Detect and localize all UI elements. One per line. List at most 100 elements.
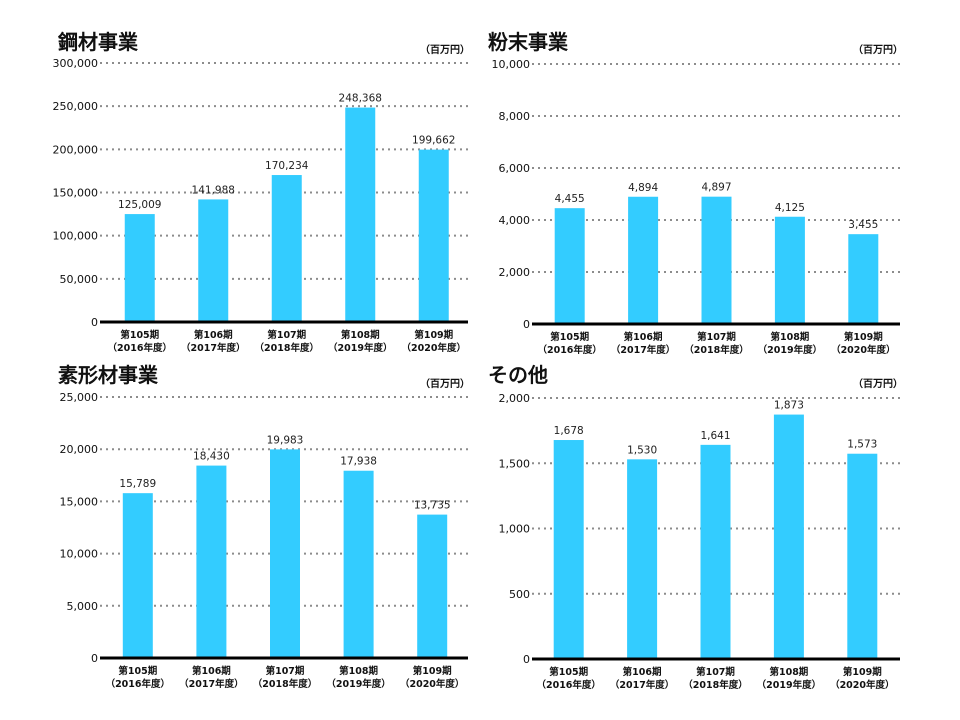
data-label: 1,873 [774, 400, 804, 412]
bar [196, 465, 227, 658]
x-tick-label-period: 第109期 [413, 665, 452, 677]
x-tick-label-year: （2018年度） [253, 678, 317, 690]
y-tick-label: 300,000 [53, 57, 99, 70]
x-tick-label-period: 第109期 [843, 666, 882, 678]
x-tick-label-period: 第108期 [770, 331, 809, 343]
bar [628, 196, 659, 324]
x-tick-label-period: 第107期 [267, 329, 306, 341]
chart-title: その他 [488, 363, 548, 387]
data-label: 13,735 [414, 500, 451, 512]
y-tick-label: 100,000 [53, 230, 99, 243]
x-tick-label-year: （2019年度） [757, 679, 821, 691]
data-label: 170,234 [265, 160, 309, 172]
bar [774, 216, 805, 324]
bar [343, 470, 374, 658]
y-tick-label: 10,000 [492, 58, 531, 71]
data-label: 1,641 [700, 430, 730, 442]
unit-label: （百万円） [853, 43, 903, 56]
bar [345, 107, 376, 323]
y-tick-label: 0 [91, 652, 98, 665]
data-label: 141,988 [192, 184, 235, 196]
x-tick-label-period: 第105期 [118, 665, 157, 677]
x-tick-label-period: 第105期 [550, 331, 589, 343]
data-label: 19,983 [267, 434, 304, 446]
y-tick-label: 0 [523, 653, 530, 666]
bar [847, 453, 878, 659]
bar [553, 440, 584, 659]
x-tick-label-year: （2020年度） [830, 679, 894, 691]
data-label: 1,678 [554, 425, 584, 437]
x-tick-label-year: （2019年度） [758, 344, 822, 356]
data-label: 248,368 [339, 93, 382, 105]
y-tick-label: 500 [509, 588, 530, 601]
x-tick-label-period: 第105期 [120, 329, 159, 341]
data-label: 4,897 [701, 182, 731, 194]
chart-title: 素形材事業 [58, 363, 159, 387]
y-tick-label: 4,000 [499, 214, 531, 227]
unit-label: （百万円） [853, 377, 903, 390]
y-tick-label: 250,000 [53, 100, 99, 113]
x-tick-label-year: （2018年度） [255, 342, 319, 354]
x-tick-label-period: 第107期 [697, 331, 736, 343]
x-tick-label-period: 第109期 [844, 331, 883, 343]
chart-title: 鋼材事業 [58, 30, 139, 54]
y-tick-label: 1,500 [499, 457, 531, 470]
x-tick-label-period: 第106期 [623, 666, 662, 678]
data-label: 4,455 [555, 193, 585, 205]
x-tick-label-year: （2017年度） [181, 342, 245, 354]
x-tick-label-period: 第107期 [266, 665, 305, 677]
unit-label: （百万円） [420, 377, 470, 390]
bar [122, 493, 153, 658]
bar [554, 208, 585, 324]
y-tick-label: 25,000 [60, 391, 99, 404]
bar [271, 175, 302, 322]
x-tick-label-year: （2018年度） [684, 344, 748, 356]
bar [270, 449, 300, 658]
y-tick-label: 8,000 [499, 110, 531, 123]
bar [700, 444, 731, 659]
bar [198, 199, 229, 322]
x-tick-label-period: 第106期 [192, 665, 231, 677]
x-tick-label-year: （2017年度） [610, 679, 674, 691]
y-tick-label: 1,000 [499, 523, 531, 536]
x-tick-label-period: 第108期 [769, 666, 808, 678]
data-label: 15,789 [119, 478, 156, 490]
x-tick-label-year: （2018年度） [683, 679, 747, 691]
y-tick-label: 0 [91, 316, 98, 329]
chart-panel-2: 粉末事業 （百万円） 0 2,000 4,000 6,000 8,000 10,000 4,45… [488, 30, 903, 356]
data-label: 125,009 [118, 199, 161, 211]
x-tick-label-period: 第106期 [624, 331, 663, 343]
y-tick-label: 2,000 [499, 266, 531, 279]
data-label: 3,455 [848, 219, 878, 231]
x-tick-label-period: 第105期 [549, 666, 588, 678]
chart-panel-4: その他 （百万円）05001,0001,5002,0001,678第105期（20… [488, 363, 903, 691]
x-tick-label-year: （2019年度） [328, 342, 392, 354]
x-tick-label-year: （2016年度） [108, 342, 172, 354]
chart-panel-1: 鋼材事業 （百万円） 0 50,000 100,000 150,000 200,000 250… [53, 30, 471, 354]
y-tick-label: 5,000 [67, 600, 99, 613]
x-tick-label-year: （2016年度） [536, 679, 600, 691]
x-tick-label-year: （2017年度） [179, 678, 243, 690]
x-tick-label-year: （2016年度） [537, 344, 601, 356]
bar [124, 214, 155, 322]
bar [627, 459, 658, 659]
x-tick-label-year: （2020年度） [400, 678, 464, 690]
y-tick-label: 150,000 [53, 187, 99, 200]
y-tick-label: 6,000 [499, 162, 531, 175]
bar [417, 514, 448, 658]
bar [701, 196, 732, 324]
x-tick-label-year: （2020年度） [831, 344, 895, 356]
data-label: 4,894 [628, 182, 658, 194]
x-tick-label-year: （2019年度） [326, 678, 390, 690]
bar [848, 234, 879, 324]
y-tick-label: 50,000 [60, 273, 99, 286]
x-tick-label-period: 第108期 [341, 329, 380, 341]
data-label: 1,573 [847, 439, 877, 451]
chart-title: 粉末事業 [488, 30, 569, 54]
x-tick-label-period: 第109期 [414, 329, 453, 341]
x-tick-label-year: （2020年度） [402, 342, 466, 354]
y-tick-label: 15,000 [60, 495, 99, 508]
bar [773, 414, 804, 659]
